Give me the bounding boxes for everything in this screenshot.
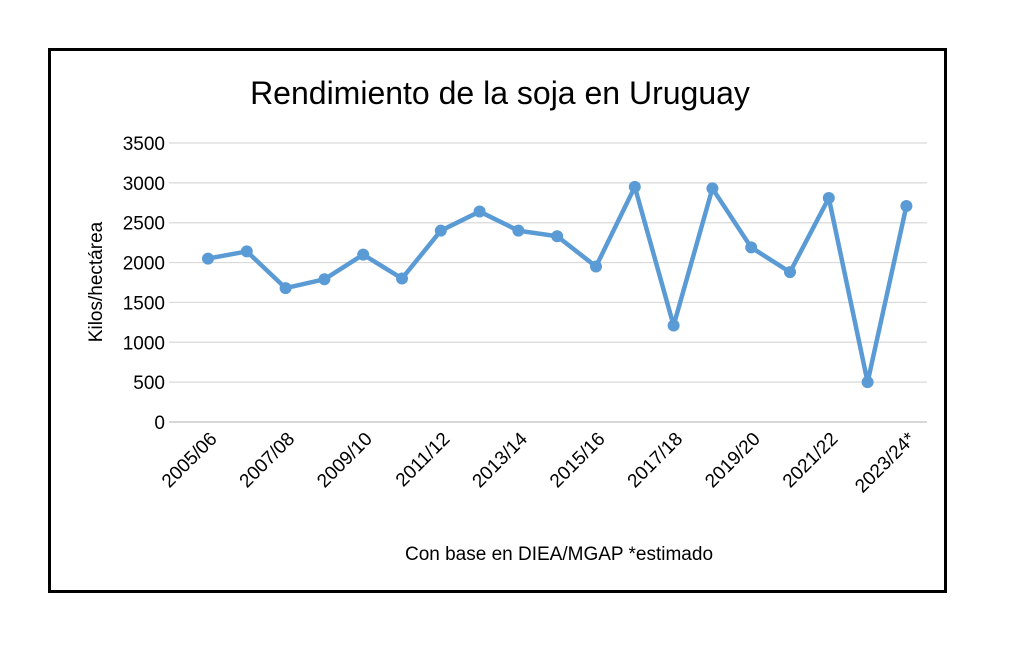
chart-title: Rendimiento de la soja en Uruguay xyxy=(250,75,750,111)
data-point xyxy=(240,245,253,258)
data-point xyxy=(202,252,214,265)
y-tick-label: 500 xyxy=(133,373,165,394)
y-tick-label: 3500 xyxy=(123,134,165,155)
data-point xyxy=(822,192,835,205)
data-point xyxy=(318,273,331,286)
x-axis-title: Con base en DIEA/MGAP *estimado xyxy=(405,544,713,565)
series-layer xyxy=(202,180,913,389)
data-point xyxy=(784,266,796,279)
data-point xyxy=(628,180,641,193)
chart-svg: Rendimiento de la soja en Uruguay 0 500 10… xyxy=(86,75,927,565)
x-tick-label: 2017/18 xyxy=(624,429,687,492)
x-tick-label: 2023/24* xyxy=(851,428,920,497)
x-tick-label: 2015/16 xyxy=(546,429,609,492)
data-point xyxy=(667,319,680,332)
y-tick-label: 1000 xyxy=(123,333,165,354)
data-point xyxy=(861,376,874,389)
data-point xyxy=(512,224,525,237)
data-point xyxy=(279,282,292,295)
x-tick-label: 2013/14 xyxy=(469,428,533,492)
x-tick-label: 2021/22 xyxy=(779,429,842,492)
data-point xyxy=(473,205,486,218)
data-point xyxy=(706,182,719,195)
x-tick-label: 2009/10 xyxy=(313,429,376,492)
data-point xyxy=(745,241,758,254)
data-point xyxy=(434,224,447,237)
grid-layer xyxy=(169,142,927,423)
y-tick-label: 2500 xyxy=(123,214,165,235)
data-point xyxy=(551,230,564,243)
series-line-0 xyxy=(205,184,909,385)
x-tick-label: 2019/20 xyxy=(701,429,764,492)
chart-frame: Rendimiento de la soja en Uruguay 0 500 10… xyxy=(48,48,947,593)
y-tick-label: 2000 xyxy=(123,254,165,275)
x-tick-label: 2007/08 xyxy=(236,429,299,492)
data-point xyxy=(900,199,913,212)
x-tick-labels: 2005/06 2007/08 2009/10 2011/12 2013/14 2015/… xyxy=(158,428,920,497)
y-tick-label: 0 xyxy=(154,413,165,434)
x-tick-label: 2011/12 xyxy=(392,429,454,491)
y-tick-label: 3000 xyxy=(123,174,165,195)
data-point xyxy=(357,248,370,261)
data-point xyxy=(590,260,602,273)
y-tick-labels: 0 500 1000 1500 2000 2500 3000 3500 xyxy=(123,134,165,434)
y-axis-title: Kilos/hectárea xyxy=(86,221,107,342)
y-tick-label: 1500 xyxy=(123,293,165,314)
x-tick-label: 2005/06 xyxy=(158,429,221,492)
data-point xyxy=(396,272,408,285)
